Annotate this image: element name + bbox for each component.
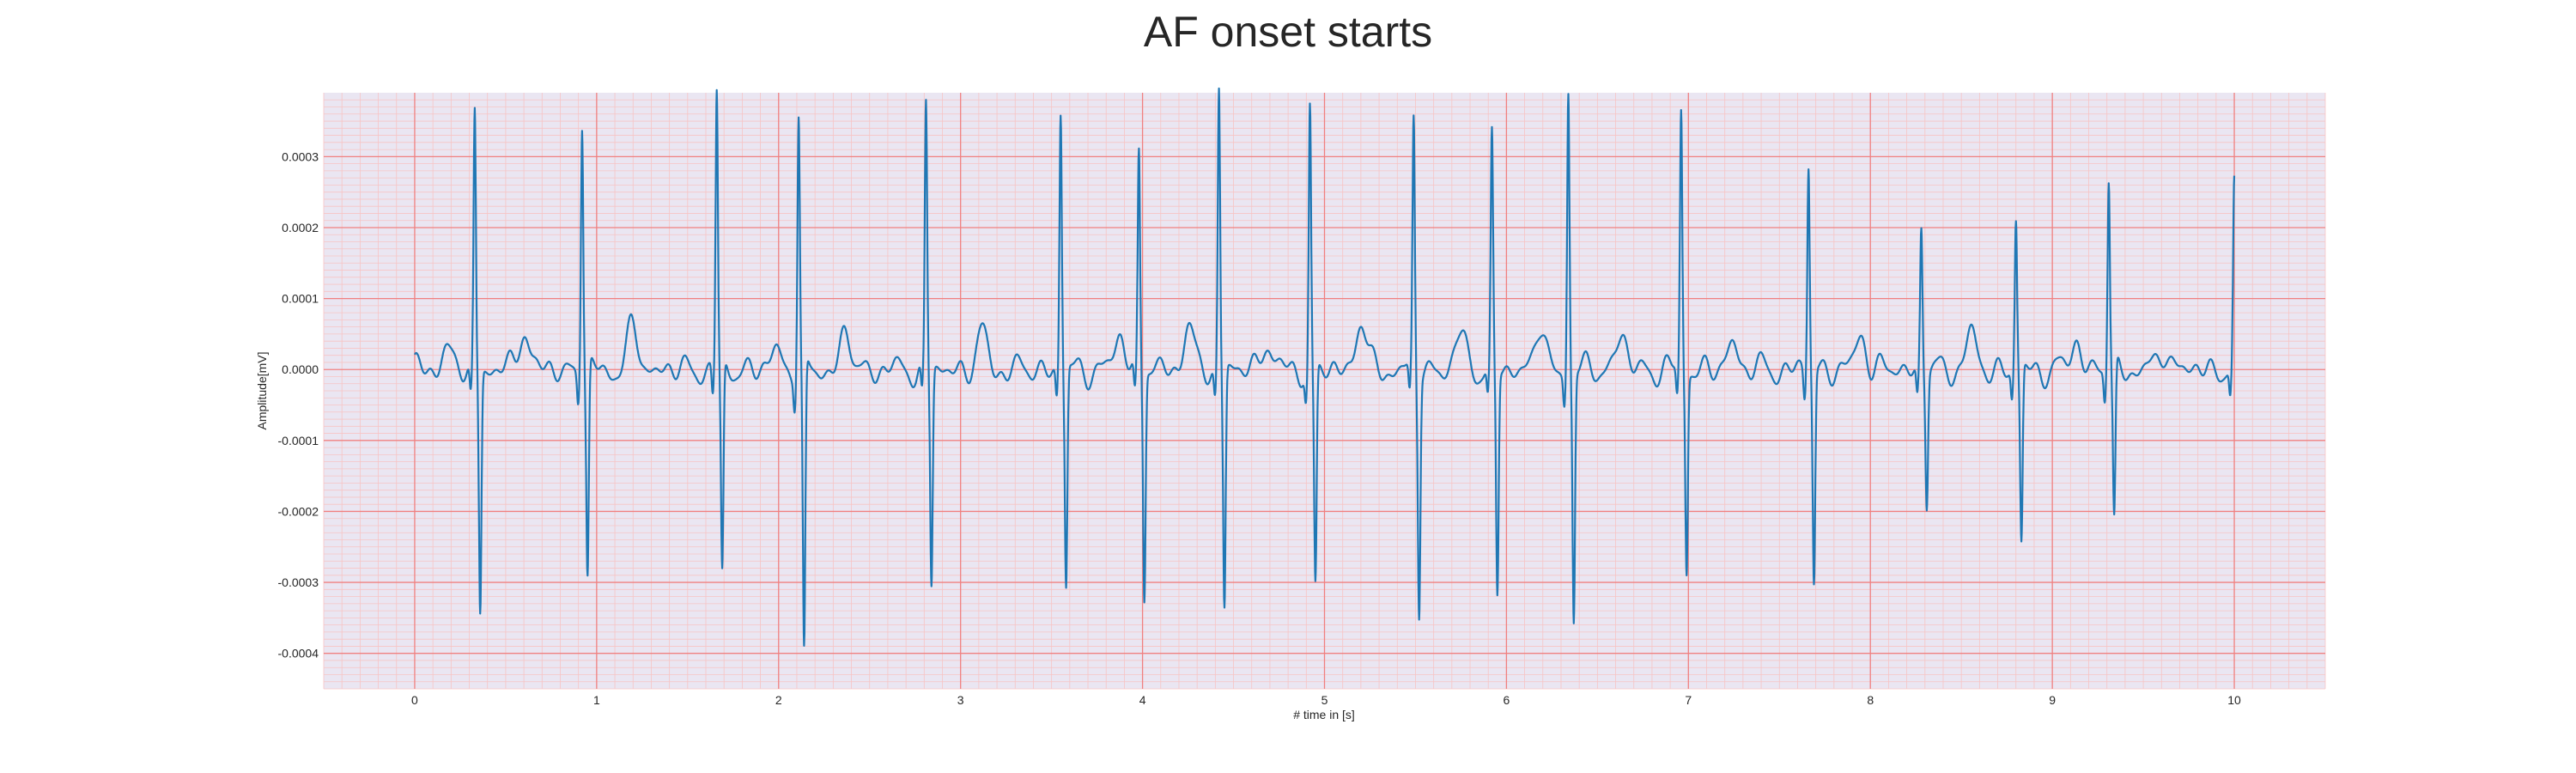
y-tick-label: 0.0003 xyxy=(282,149,319,163)
y-tick-label: 0.0000 xyxy=(282,362,319,376)
y-tick-label: -0.0001 xyxy=(278,434,319,447)
y-tick-labels: 0.0003 0.0002 0.0001 0.0000 -0.0001 -0.0002 -0… xyxy=(278,149,319,660)
x-tick-label: 8 xyxy=(1867,693,1874,707)
y-tick-label: -0.0003 xyxy=(278,575,319,589)
x-tick-label: 1 xyxy=(593,693,600,707)
x-tick-label: 9 xyxy=(2049,693,2056,707)
x-tick-label: 7 xyxy=(1685,693,1692,707)
x-tick-label: 2 xyxy=(775,693,782,707)
x-tick-label: 0 xyxy=(411,693,418,707)
x-tick-label: 3 xyxy=(957,693,964,707)
x-tick-label: 10 xyxy=(2227,693,2241,707)
x-tick-labels: 0 1 2 3 4 5 6 7 8 9 10 xyxy=(411,693,2241,707)
y-tick-label: -0.0004 xyxy=(278,647,319,660)
ecg-series-line xyxy=(414,87,2236,647)
y-axis-label: Amplitude[mV] xyxy=(255,351,269,429)
y-tick-label: 0.0002 xyxy=(282,221,319,234)
x-tick-label: 6 xyxy=(1504,693,1510,707)
chart-title: AF onset starts xyxy=(1143,8,1433,56)
x-tick-label: 4 xyxy=(1139,693,1146,707)
x-axis-label: # time in [s] xyxy=(1293,708,1355,721)
y-tick-label: -0.0002 xyxy=(278,504,319,518)
y-tick-label: 0.0001 xyxy=(282,292,319,306)
x-tick-label: 5 xyxy=(1321,693,1328,707)
